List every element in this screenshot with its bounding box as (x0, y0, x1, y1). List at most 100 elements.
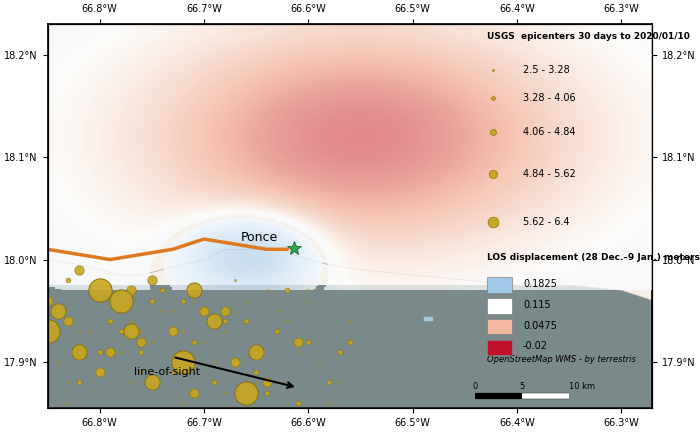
Point (42, 328, 53, 335)
Point (52, 359, 64, 365)
Point (302, 287, 314, 294)
Point (251, 369, 262, 376)
Point (209, 379, 220, 386)
Point (209, 318, 220, 324)
Point (125, 287, 136, 294)
Point (240, 297, 251, 304)
Polygon shape (48, 24, 652, 301)
Point (219, 328, 230, 335)
Point (261, 389, 272, 396)
Point (251, 348, 262, 355)
Point (487, 67, 498, 73)
Point (74, 267, 85, 273)
Point (219, 307, 230, 314)
Point (292, 348, 303, 355)
Point (146, 297, 158, 304)
Point (115, 348, 126, 355)
Point (136, 328, 147, 335)
Text: 5: 5 (519, 382, 525, 391)
Point (167, 410, 178, 417)
Point (334, 348, 345, 355)
Point (487, 94, 498, 101)
Text: 0.115: 0.115 (523, 300, 551, 310)
Point (157, 307, 168, 314)
Point (230, 276, 241, 283)
Point (146, 276, 158, 283)
FancyBboxPatch shape (486, 340, 512, 355)
Point (52, 307, 64, 314)
Text: 2.5 - 3.28: 2.5 - 3.28 (523, 65, 570, 75)
Point (167, 369, 178, 376)
Point (125, 328, 136, 335)
Point (146, 338, 158, 345)
Point (334, 379, 345, 386)
Point (188, 287, 199, 294)
Point (42, 287, 53, 294)
Point (104, 318, 116, 324)
FancyBboxPatch shape (486, 277, 512, 293)
Point (198, 307, 209, 314)
Point (251, 348, 262, 355)
Point (188, 297, 199, 304)
FancyBboxPatch shape (486, 319, 512, 334)
Point (94, 348, 105, 355)
Point (272, 328, 283, 335)
Text: 0: 0 (473, 382, 478, 391)
Point (261, 379, 272, 386)
Point (188, 389, 199, 396)
Point (104, 348, 116, 355)
Point (94, 348, 105, 355)
Point (63, 318, 74, 324)
Point (292, 400, 303, 407)
Point (282, 318, 293, 324)
Text: 0.0475: 0.0475 (523, 321, 556, 331)
Text: USGS  epicenters 30 days to 2020/01/10: USGS epicenters 30 days to 2020/01/10 (486, 32, 690, 41)
Point (63, 276, 74, 283)
Point (282, 410, 293, 417)
Point (115, 328, 126, 335)
Point (74, 328, 85, 335)
Point (219, 389, 230, 396)
Point (292, 338, 303, 345)
Text: 5.62 - 6.4: 5.62 - 6.4 (523, 217, 570, 227)
Point (261, 287, 272, 294)
Point (323, 400, 335, 407)
Text: line-of-sight: line-of-sight (134, 367, 200, 377)
Point (282, 287, 293, 294)
Point (136, 369, 147, 376)
Point (198, 307, 209, 314)
Point (198, 338, 209, 345)
Text: 3.28 - 4.06: 3.28 - 4.06 (523, 92, 575, 103)
Point (52, 307, 64, 314)
Point (83, 328, 94, 335)
Point (230, 359, 241, 365)
Point (63, 400, 74, 407)
Point (240, 318, 251, 324)
Point (125, 287, 136, 294)
Point (198, 307, 209, 314)
Text: 4.84 - 5.62: 4.84 - 5.62 (523, 168, 575, 179)
Point (74, 348, 85, 355)
Text: Ponce: Ponce (241, 231, 278, 244)
Point (63, 379, 74, 386)
Point (125, 379, 136, 386)
Point (178, 297, 189, 304)
Point (178, 400, 189, 407)
Text: 4.06 - 4.84: 4.06 - 4.84 (523, 127, 575, 137)
Point (42, 328, 53, 335)
Text: -0.02: -0.02 (523, 341, 548, 352)
Point (178, 328, 189, 335)
Point (157, 287, 168, 294)
Point (323, 379, 335, 386)
Point (261, 389, 272, 396)
Point (313, 359, 324, 365)
Point (251, 379, 262, 386)
Point (487, 170, 498, 177)
Point (230, 359, 241, 365)
Point (272, 307, 283, 314)
Point (219, 318, 230, 324)
Point (167, 307, 178, 314)
Point (94, 348, 105, 355)
Point (178, 359, 189, 365)
Point (42, 369, 53, 376)
